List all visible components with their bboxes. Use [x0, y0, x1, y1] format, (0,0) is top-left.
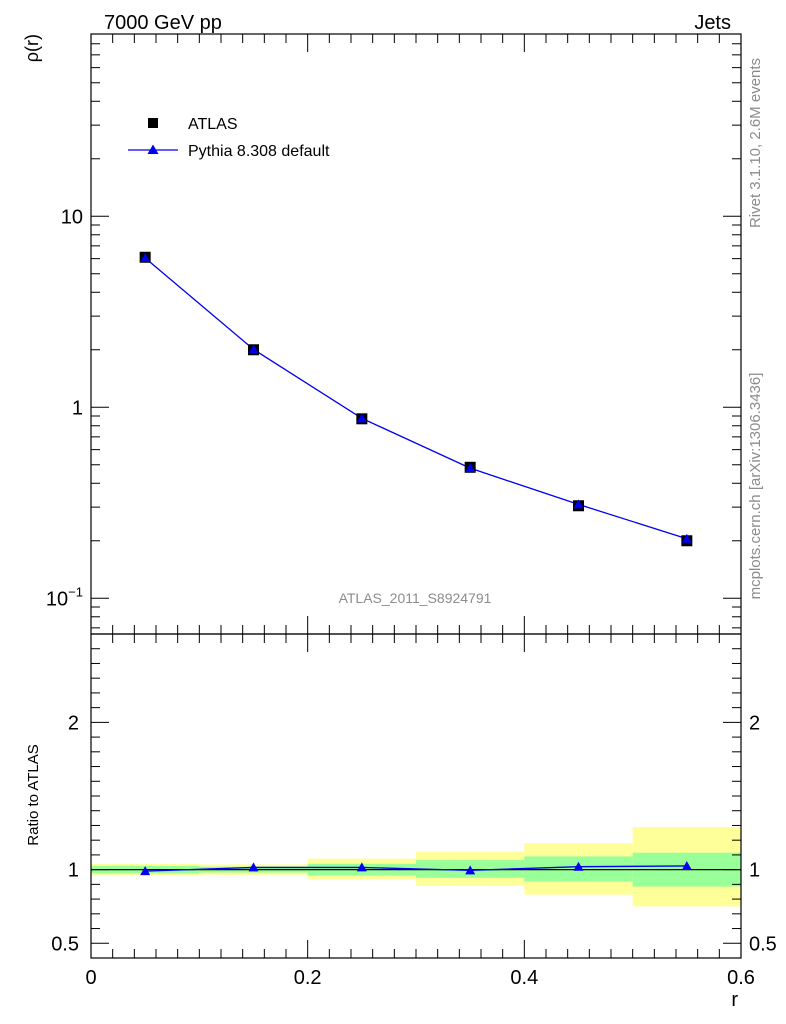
mc-point — [248, 344, 259, 354]
x-tick-label: 0 — [85, 967, 96, 989]
legend: ATLAS Pythia 8.308 default — [128, 116, 330, 160]
y-tick-label: 10 — [61, 206, 83, 228]
header-right: Jets — [694, 12, 731, 34]
mcplots-label: mcplots.cern.ch [arXiv:1306.3436] — [747, 373, 764, 600]
ratio-point — [248, 862, 259, 872]
y-tick-label: 10−1 — [46, 584, 83, 610]
mc-line — [144, 257, 688, 540]
ratio-point — [573, 861, 584, 871]
mc-point — [465, 463, 476, 473]
x-tick-label: 0.4 — [510, 967, 538, 989]
header-left: 7000 GeV pp — [104, 12, 222, 34]
mc-point — [356, 413, 367, 423]
ratio-y-tick-label-left: 2 — [68, 712, 79, 734]
ratio-point — [356, 862, 367, 872]
legend-mc-marker — [147, 144, 159, 154]
analysis-label: ATLAS_2011_S8924791 — [339, 590, 492, 606]
x-tick-label: 0.2 — [294, 967, 322, 989]
ratio-point — [140, 866, 151, 876]
ratio-y-tick-label-right: 2 — [749, 712, 760, 734]
legend-data-label: ATLAS — [188, 116, 238, 133]
mc-point — [140, 252, 151, 262]
mc-point — [573, 499, 584, 509]
ratio-point — [465, 865, 476, 875]
ratio-y-tick-label-left: 0.5 — [51, 933, 79, 955]
x-tick-label: 0.6 — [727, 967, 755, 989]
bottom-ylabel: Ratio to ATLAS — [25, 744, 42, 845]
ratio-line — [145, 865, 687, 872]
top-ylabel: ρ(r) — [22, 34, 42, 62]
ratio-y-tick-label-right: 0.5 — [749, 933, 777, 955]
xlabel: r — [731, 989, 738, 1011]
ratio-y-tick-label-right: 1 — [749, 860, 760, 882]
legend-mc-label: Pythia 8.308 default — [188, 143, 330, 160]
y-tick-label: 1 — [72, 397, 83, 419]
ratio-y-tick-label-left: 1 — [68, 860, 79, 882]
legend-data-marker — [148, 118, 158, 128]
mc-point — [681, 533, 692, 543]
bottom-plot-frame — [90, 633, 742, 959]
ratio-point — [681, 860, 692, 870]
rivet-label: Rivet 3.1.10, 2.6M events — [747, 58, 764, 228]
